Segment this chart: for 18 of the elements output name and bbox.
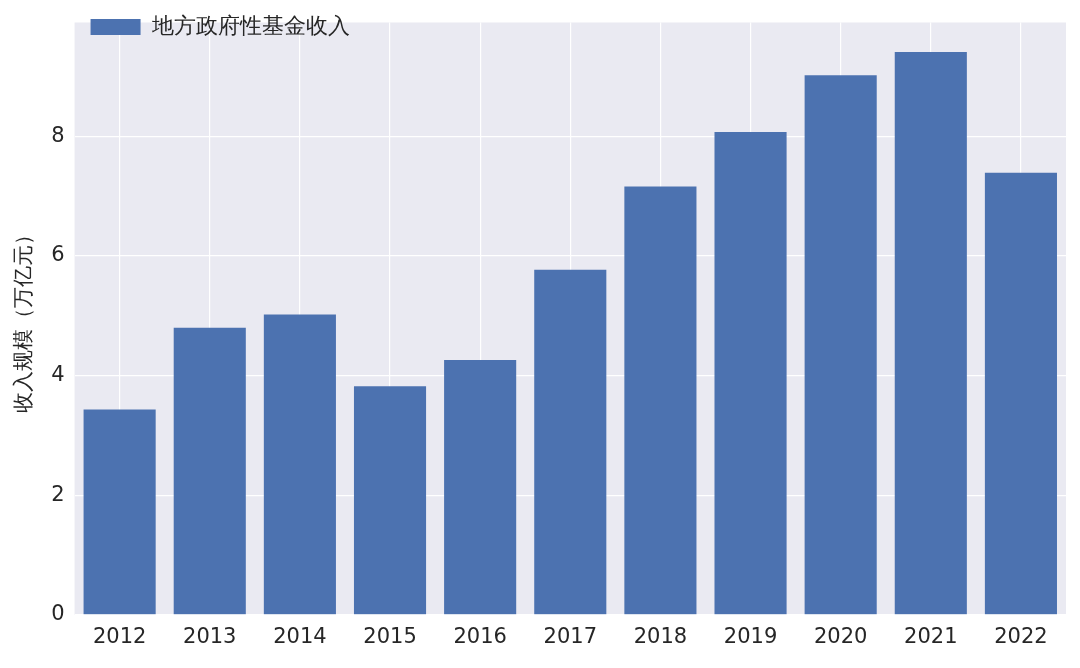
x-tick-label: 2016	[453, 623, 507, 648]
y-tick-label: 0	[51, 601, 65, 626]
y-axis-title: 收入规模（万亿元）	[11, 224, 36, 414]
x-tick-label: 2013	[183, 623, 237, 648]
x-tick-label: 2021	[904, 623, 958, 648]
y-tick-label: 6	[51, 242, 65, 267]
x-tick-label: 2020	[813, 623, 868, 648]
x-tick-label: 2018	[633, 623, 688, 648]
x-tick-label: 2015	[363, 623, 417, 648]
x-tick-label: 2012	[92, 623, 147, 648]
x-tick-label: 2019	[723, 623, 778, 648]
x-tick-label: 2014	[273, 623, 327, 648]
y-tick-label: 4	[51, 361, 65, 386]
x-tick-label: 2022	[994, 623, 1048, 648]
y-tick-label: 2	[51, 481, 65, 506]
y-tick-label: 8	[51, 122, 65, 147]
legend-label: 地方政府性基金收入	[150, 12, 350, 38]
x-tick-label: 2017	[543, 623, 598, 648]
